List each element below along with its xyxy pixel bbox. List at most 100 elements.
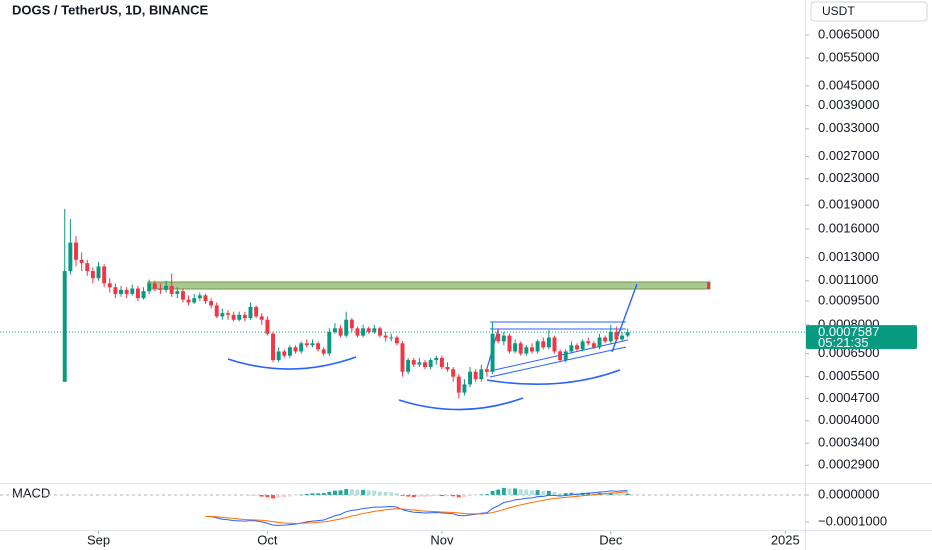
candle-body bbox=[344, 319, 349, 336]
macd-histogram-bar bbox=[468, 494, 473, 497]
candle-body bbox=[423, 362, 427, 367]
macd-histogram-bar bbox=[479, 494, 484, 495]
macd-histogram-bar bbox=[558, 493, 563, 495]
candle-body bbox=[135, 288, 140, 299]
candle-body bbox=[299, 343, 304, 352]
y-tick-label: 0.0045000 bbox=[818, 77, 879, 92]
macd-histogram-bar bbox=[338, 490, 343, 495]
candle-body bbox=[321, 349, 326, 354]
macd-histogram-bar bbox=[259, 494, 264, 497]
candle-body bbox=[90, 271, 95, 279]
candle-body bbox=[434, 357, 439, 361]
macd-histogram-bar bbox=[496, 489, 501, 495]
candle-body bbox=[74, 242, 78, 260]
macd-histogram-bar bbox=[254, 494, 259, 496]
x-tick-label: Sep bbox=[87, 532, 110, 547]
candle-body bbox=[147, 283, 152, 292]
macd-histogram-bar bbox=[417, 494, 422, 497]
macd-histogram-bar bbox=[586, 492, 591, 495]
macd-histogram-bar bbox=[271, 494, 275, 499]
y-tick-label: 0.0019000 bbox=[818, 197, 879, 212]
macd-histogram-bar bbox=[406, 494, 411, 497]
macd-histogram-bar bbox=[321, 493, 326, 495]
currency-label[interactable]: USDT bbox=[822, 4, 855, 18]
candle-body bbox=[85, 263, 90, 272]
x-tick-label: Dec bbox=[599, 532, 623, 547]
candle-body bbox=[394, 337, 399, 344]
candle-body bbox=[501, 335, 506, 342]
candle-body bbox=[569, 345, 574, 352]
candle-body bbox=[552, 337, 557, 352]
y-tick-label: 0.0039000 bbox=[818, 97, 879, 112]
macd-histogram-bar bbox=[614, 493, 619, 495]
candle-body bbox=[237, 314, 242, 320]
macd-histogram-bar bbox=[546, 490, 551, 495]
candle-body bbox=[378, 328, 382, 336]
currency-button[interactable] bbox=[810, 1, 928, 22]
candle-body bbox=[473, 371, 478, 380]
candle-body bbox=[383, 335, 388, 338]
macd-histogram-bar bbox=[439, 494, 444, 497]
macd-histogram-bar bbox=[462, 494, 467, 498]
y-tick-label: 0.0055000 bbox=[818, 50, 879, 65]
macd-histogram-bar bbox=[445, 494, 450, 497]
candle-body bbox=[518, 343, 523, 354]
y-tick-label: −0.0001000 bbox=[818, 513, 887, 528]
macd-histogram-bar bbox=[265, 494, 270, 498]
macd-histogram-bar bbox=[372, 490, 377, 495]
candle-body bbox=[254, 306, 259, 317]
candle-body bbox=[62, 271, 67, 382]
macd-histogram-bar bbox=[473, 494, 478, 496]
candle-body bbox=[186, 299, 191, 303]
macd-histogram-bar bbox=[344, 489, 349, 495]
candle-body bbox=[411, 360, 416, 365]
macd-histogram-bar bbox=[327, 491, 332, 495]
macd-histogram-bar bbox=[451, 494, 456, 497]
candle-body bbox=[332, 328, 337, 332]
macd-line bbox=[205, 491, 628, 525]
candle-body bbox=[102, 266, 107, 284]
candle-body bbox=[400, 343, 405, 372]
candle-body bbox=[428, 360, 433, 367]
resistance-zone bbox=[147, 281, 711, 290]
candle-body bbox=[124, 289, 129, 294]
macd-histogram-bar bbox=[411, 494, 416, 498]
y-tick-label: 0.0004700 bbox=[818, 390, 879, 405]
channel-line bbox=[489, 346, 627, 378]
countdown-label: 05:21:35 bbox=[818, 335, 869, 350]
macd-histogram-bar bbox=[349, 489, 354, 495]
candle-body bbox=[107, 283, 112, 288]
macd-histogram-bar bbox=[518, 489, 523, 495]
macd-histogram-bar bbox=[563, 493, 568, 495]
range-line bbox=[490, 321, 626, 330]
candle-body bbox=[197, 295, 202, 299]
macd-histogram-bar bbox=[389, 492, 394, 495]
candle-body bbox=[96, 266, 101, 279]
candle-body bbox=[417, 362, 422, 365]
candle-body bbox=[541, 341, 546, 348]
candle-body bbox=[175, 291, 180, 294]
macd-histogram-bar bbox=[293, 494, 298, 496]
candle-body bbox=[259, 316, 264, 320]
candle-body bbox=[586, 341, 591, 344]
y-tick-label: 0.0023000 bbox=[818, 170, 879, 185]
y-tick-label: 0.0065000 bbox=[818, 26, 879, 41]
candle-body bbox=[496, 333, 501, 342]
macd-histogram-bar bbox=[530, 490, 534, 495]
macd-histogram-bar bbox=[423, 494, 427, 497]
macd-histogram-bar bbox=[316, 493, 321, 495]
macd-histogram-bar bbox=[507, 488, 512, 495]
macd-histogram-bar bbox=[524, 489, 529, 495]
macd-histogram-bar bbox=[484, 494, 489, 495]
x-tick-label: Nov bbox=[430, 532, 454, 547]
candle-body bbox=[248, 306, 253, 319]
macd-histogram-bar bbox=[276, 494, 281, 498]
macd-histogram-bar bbox=[625, 493, 630, 495]
candle-body bbox=[79, 259, 84, 264]
candle-body bbox=[490, 333, 495, 372]
macd-histogram-bar bbox=[513, 488, 518, 495]
x-tick-label: 2025 bbox=[771, 532, 800, 547]
y-tick-label: 0.0000000 bbox=[818, 486, 879, 501]
macd-histogram-bar bbox=[541, 490, 546, 495]
